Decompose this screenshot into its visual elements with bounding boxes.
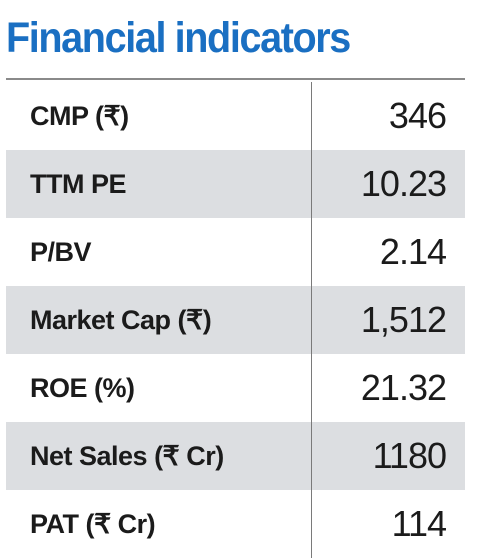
table-row-cmp: CMP (₹) 346 bbox=[6, 82, 465, 150]
table-row-ttm-pe: TTM PE 10.23 bbox=[6, 150, 465, 218]
column-divider bbox=[311, 150, 312, 218]
column-divider bbox=[311, 422, 312, 490]
table-title: Financial indicators bbox=[6, 14, 351, 62]
row-value: 1180 bbox=[372, 435, 447, 476]
title-rule bbox=[6, 78, 465, 80]
column-divider bbox=[311, 218, 312, 286]
row-label: Net Sales (₹ Cr) bbox=[30, 440, 224, 471]
column-divider bbox=[311, 286, 312, 354]
table-row-pbv: P/BV 2.14 bbox=[6, 218, 465, 286]
table-row-pat: PAT (₹ Cr) 114 bbox=[6, 490, 465, 558]
table-row-net-sales: Net Sales (₹ Cr) 1180 bbox=[6, 422, 465, 490]
table-row-market-cap: Market Cap (₹) 1,512 bbox=[6, 286, 465, 354]
column-divider bbox=[311, 82, 312, 150]
row-label: ROE (%) bbox=[30, 372, 135, 403]
table-row-roe: ROE (%) 21.32 bbox=[6, 354, 465, 422]
row-value: 1,512 bbox=[360, 299, 447, 340]
column-divider bbox=[311, 354, 312, 422]
row-value: 346 bbox=[388, 95, 447, 136]
row-value: 21.32 bbox=[360, 367, 447, 408]
row-label: P/BV bbox=[30, 236, 92, 267]
row-label: TTM PE bbox=[30, 168, 127, 199]
row-value: 10.23 bbox=[360, 163, 447, 204]
row-value: 2.14 bbox=[379, 231, 447, 272]
column-divider bbox=[311, 490, 312, 558]
row-value: 114 bbox=[391, 503, 447, 544]
row-label: Market Cap (₹) bbox=[30, 304, 212, 335]
row-label: CMP (₹) bbox=[30, 100, 129, 131]
row-label: PAT (₹ Cr) bbox=[30, 508, 156, 539]
indicators-table: CMP (₹) 346 TTM PE 10.23 P/BV 2.14 Marke… bbox=[6, 82, 465, 558]
